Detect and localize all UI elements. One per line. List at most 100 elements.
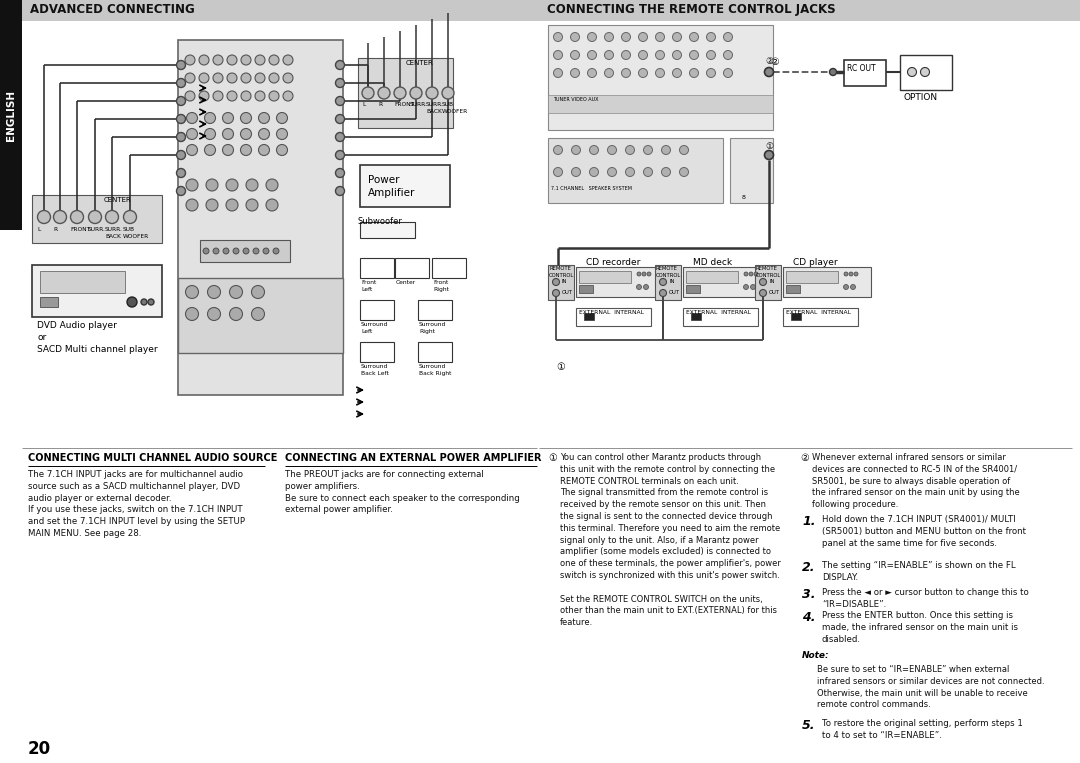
Text: EXTERNAL  INTERNAL: EXTERNAL INTERNAL: [686, 310, 751, 315]
Circle shape: [605, 69, 613, 78]
Circle shape: [724, 69, 732, 78]
Circle shape: [185, 55, 195, 65]
Text: 3.: 3.: [802, 588, 815, 601]
Circle shape: [336, 60, 345, 69]
Bar: [786, 285, 800, 293]
Bar: [548, 265, 573, 300]
Circle shape: [187, 112, 198, 124]
Text: DVD Audio player
or
SACD Multi channel player: DVD Audio player or SACD Multi channel p…: [37, 321, 158, 353]
Circle shape: [241, 73, 251, 83]
Circle shape: [849, 272, 853, 276]
Circle shape: [590, 168, 598, 176]
Text: ②: ②: [770, 57, 779, 67]
Circle shape: [570, 33, 580, 41]
Circle shape: [176, 133, 186, 141]
Circle shape: [588, 33, 596, 41]
Circle shape: [258, 144, 270, 156]
Text: REMOTE
CONTROL: REMOTE CONTROL: [656, 266, 681, 278]
Bar: [584, 313, 594, 320]
Bar: [683, 308, 758, 326]
Circle shape: [644, 168, 652, 176]
Text: 1.: 1.: [802, 515, 815, 528]
Bar: [691, 313, 701, 320]
Text: To restore the original setting, perform steps 1
to 4 to set to “IR=ENABLE”.: To restore the original setting, perform…: [822, 719, 1023, 740]
Bar: [548, 95, 773, 113]
Text: 20: 20: [28, 740, 51, 758]
Circle shape: [605, 50, 613, 60]
Circle shape: [283, 73, 293, 83]
Circle shape: [255, 55, 265, 65]
Circle shape: [638, 50, 648, 60]
Text: RC OUT: RC OUT: [847, 64, 876, 73]
Circle shape: [570, 50, 580, 60]
Circle shape: [647, 272, 651, 276]
Text: OPTION: OPTION: [904, 93, 939, 102]
Circle shape: [206, 179, 218, 191]
Text: Surround
Back Right: Surround Back Right: [419, 364, 451, 375]
Circle shape: [252, 307, 265, 320]
Circle shape: [706, 50, 715, 60]
Circle shape: [264, 248, 269, 254]
Circle shape: [660, 289, 666, 297]
Circle shape: [851, 285, 855, 289]
Circle shape: [207, 285, 220, 298]
Circle shape: [276, 128, 287, 140]
Circle shape: [106, 211, 119, 224]
Circle shape: [759, 278, 767, 285]
Circle shape: [207, 307, 220, 320]
Circle shape: [176, 60, 186, 69]
Polygon shape: [739, 148, 762, 192]
Bar: [418, 342, 453, 362]
Text: 4.: 4.: [802, 611, 815, 624]
Circle shape: [176, 169, 186, 178]
Text: EXTERNAL  INTERNAL: EXTERNAL INTERNAL: [786, 310, 851, 315]
Circle shape: [241, 128, 252, 140]
Circle shape: [204, 128, 216, 140]
Text: 7.1 CHANNEL   SPEAKER SYSTEM: 7.1 CHANNEL SPEAKER SYSTEM: [551, 186, 632, 191]
Circle shape: [621, 33, 631, 41]
Text: CONNECTING MULTI CHANNEL AUDIO SOURCE: CONNECTING MULTI CHANNEL AUDIO SOURCE: [28, 453, 278, 463]
Circle shape: [765, 67, 773, 76]
Text: SUB
WOOFER: SUB WOOFER: [123, 227, 149, 239]
Circle shape: [661, 146, 671, 154]
Bar: [178, 278, 343, 353]
Circle shape: [571, 168, 581, 176]
Circle shape: [362, 87, 374, 99]
Circle shape: [336, 133, 345, 141]
Circle shape: [638, 69, 648, 78]
Circle shape: [266, 199, 278, 211]
Circle shape: [283, 91, 293, 101]
Bar: [40, 297, 58, 307]
Bar: [576, 308, 651, 326]
Circle shape: [222, 144, 233, 156]
Circle shape: [276, 144, 287, 156]
Circle shape: [176, 150, 186, 159]
Circle shape: [186, 307, 199, 320]
Bar: [22, 0, 539, 21]
Circle shape: [203, 248, 210, 254]
Circle shape: [621, 50, 631, 60]
Circle shape: [199, 91, 210, 101]
Bar: [360, 222, 415, 238]
Circle shape: [233, 248, 239, 254]
Circle shape: [607, 168, 617, 176]
Circle shape: [241, 144, 252, 156]
Circle shape: [625, 146, 635, 154]
Circle shape: [673, 50, 681, 60]
Text: CONNECTING THE REMOTE CONTROL JACKS: CONNECTING THE REMOTE CONTROL JACKS: [546, 3, 836, 16]
Circle shape: [673, 69, 681, 78]
Bar: [686, 271, 738, 283]
Circle shape: [246, 199, 258, 211]
Circle shape: [854, 272, 858, 276]
Circle shape: [554, 146, 563, 154]
Circle shape: [222, 248, 229, 254]
Bar: [200, 240, 291, 262]
Bar: [539, 0, 1080, 21]
Circle shape: [590, 146, 598, 154]
Text: Subwoofer: Subwoofer: [357, 217, 403, 226]
Circle shape: [199, 73, 210, 83]
Text: Surround
Back Left: Surround Back Left: [361, 364, 389, 375]
Circle shape: [759, 289, 767, 297]
Circle shape: [186, 179, 198, 191]
Text: CONNECTING AN EXTERNAL POWER AMPLIFIER: CONNECTING AN EXTERNAL POWER AMPLIFIER: [285, 453, 541, 463]
